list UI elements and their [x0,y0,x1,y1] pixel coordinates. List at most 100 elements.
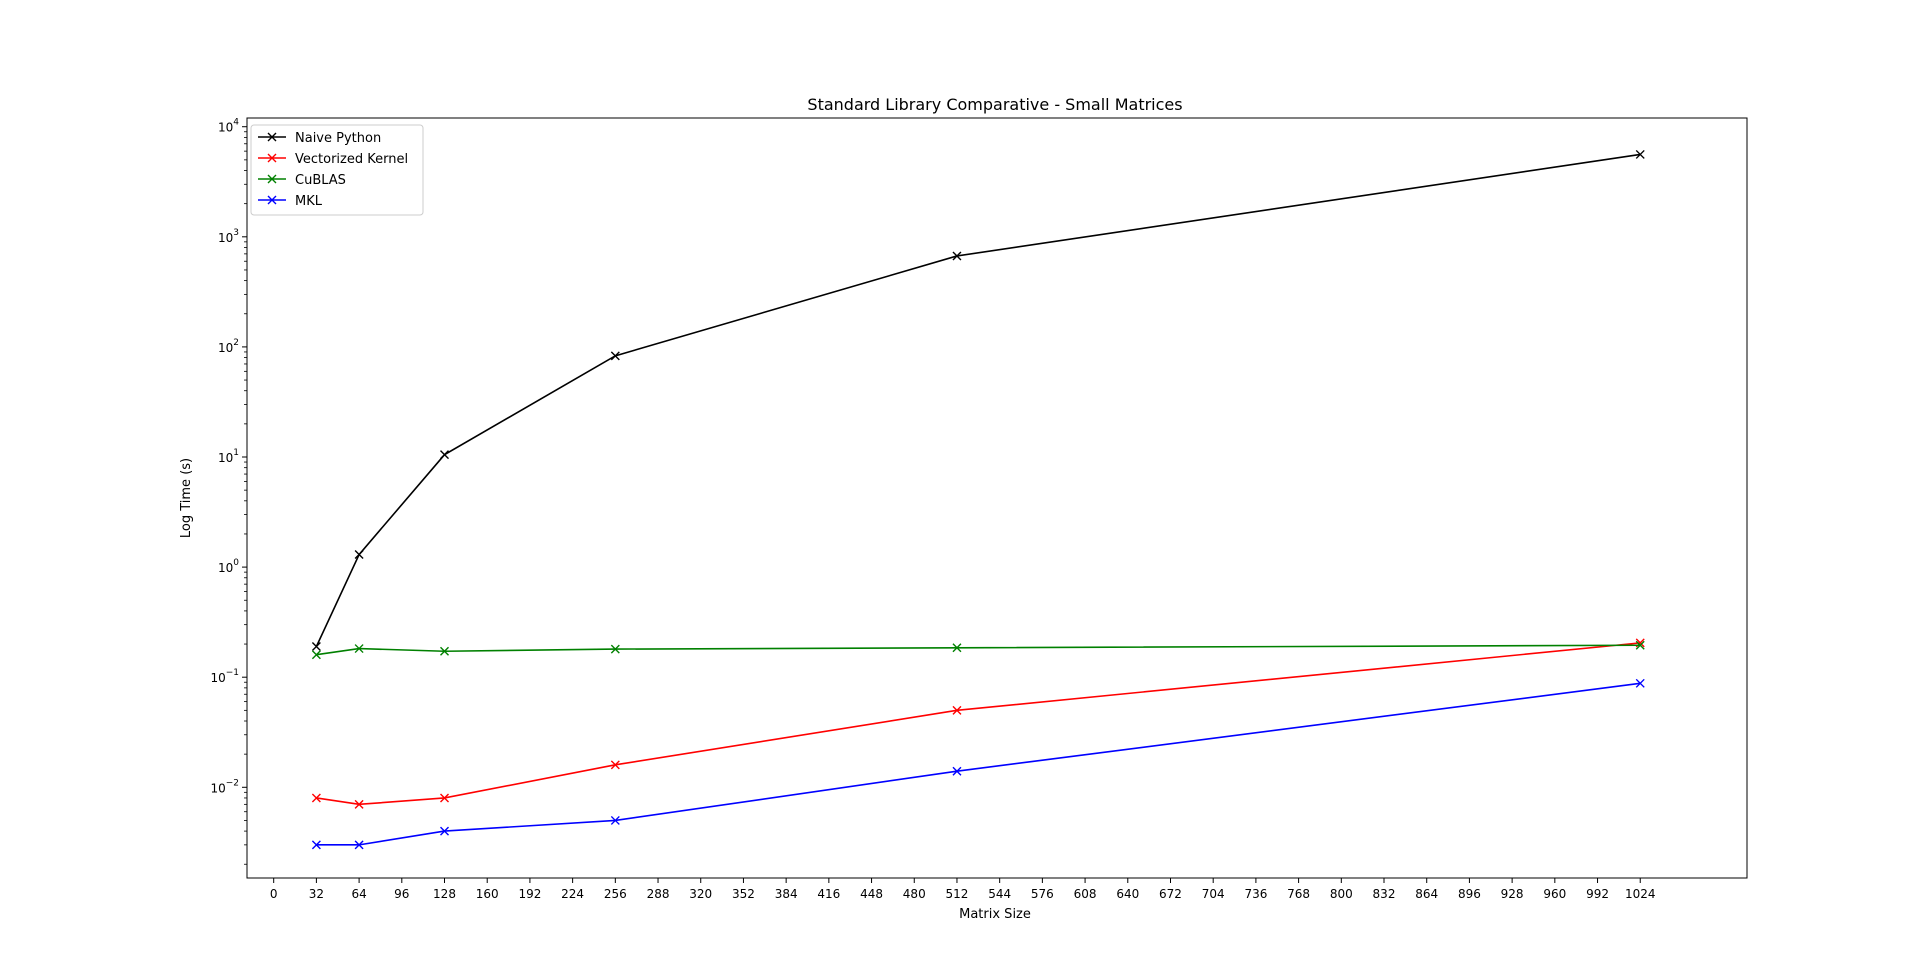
y-tick-base: 10 [218,341,233,355]
data-point-marker [311,840,321,850]
legend-box [250,124,424,216]
y-axis-label: Log Time (s) [179,458,194,538]
y-tick-exponent: 2 [233,338,239,348]
plot-frame [246,117,1748,879]
x-tick-label: 320 [689,887,712,901]
x-tick-label: 448 [860,887,883,901]
legend-label: MKL [295,194,323,209]
data-point-marker [440,793,450,803]
legend-entry: MKL [258,194,323,209]
legend-entry: CuBLAS [258,173,346,188]
series-layer [311,149,1645,850]
y-tick-base: 10 [218,121,233,135]
data-point-marker [952,251,962,261]
x-tick-label: 576 [1031,887,1054,901]
legend-label: Naive Python [295,131,381,146]
data-point-marker [610,351,620,361]
y-tick-label: 102 [218,338,239,355]
x-tick-label: 352 [732,887,755,901]
legend-marker [267,174,277,184]
y-tick-exponent: −2 [226,778,239,788]
y-tick-exponent: 3 [233,228,239,238]
x-tick-label: 192 [518,887,541,901]
legend-entry: Vectorized Kernel [258,152,408,167]
data-point-marker [610,644,620,654]
legend-label: CuBLAS [295,173,346,188]
series-line [316,644,1641,656]
series-3 [311,678,1645,850]
series-2 [311,640,1645,660]
x-tick-label: 864 [1415,887,1438,901]
data-point-marker [610,760,620,770]
y-tick-base: 10 [210,671,225,685]
x-tick-label: 672 [1159,887,1182,901]
data-point-marker [311,642,321,652]
legend-marker [267,132,277,142]
y-tick-base: 10 [210,781,225,795]
x-tick-label: 128 [433,887,456,901]
legend-entry: Naive Python [258,131,381,146]
data-point-marker [610,815,620,825]
data-point-marker [354,799,364,809]
y-tick-label: 10−2 [210,778,239,795]
y-tick-exponent: 1 [233,448,239,458]
x-tick-label: 544 [988,887,1011,901]
y-tick-exponent: 0 [233,558,239,568]
x-axis: 0 32 64 96 128 160 192 224 256 288 320 352 384 416 448… [270,878,1656,901]
x-tick-label: 704 [1202,887,1225,901]
x-tick-label: 832 [1373,887,1396,901]
y-tick-base: 10 [218,561,233,575]
data-point-marker [952,705,962,715]
x-tick-label: 224 [561,887,584,901]
data-point-marker [440,826,450,836]
data-point-marker [1635,640,1645,650]
data-point-marker [440,646,450,656]
data-point-marker [354,840,364,850]
legend-marker [267,195,277,205]
x-tick-label: 480 [903,887,926,901]
data-point-marker [1635,149,1645,159]
x-tick-label: 640 [1116,887,1139,901]
x-tick-label: 512 [946,887,969,901]
legend-label: Vectorized Kernel [295,152,408,167]
y-tick-label: 101 [218,448,239,465]
x-tick-label: 256 [604,887,627,901]
x-tick-label: 992 [1586,887,1609,901]
y-tick-base: 10 [218,231,233,245]
x-tick-label: 960 [1543,887,1566,901]
x-tick-label: 96 [394,887,409,901]
x-tick-label: 0 [270,887,278,901]
data-point-marker [440,450,450,460]
data-point-marker [311,650,321,660]
data-point-marker [311,793,321,803]
x-tick-label: 768 [1287,887,1310,901]
x-tick-label: 416 [817,887,840,901]
y-tick-label: 100 [218,558,239,575]
x-tick-label: 800 [1330,887,1353,901]
x-tick-label: 608 [1074,887,1097,901]
y-tick-exponent: 4 [233,118,239,128]
y-tick-exponent: −1 [226,668,239,678]
series-line [315,153,1641,647]
series-0 [311,149,1645,652]
x-tick-label: 736 [1244,887,1267,901]
y-tick-label: 10−1 [210,668,239,685]
data-point-marker [354,550,364,560]
data-point-marker [354,644,364,654]
y-tick-label: 103 [218,228,239,245]
x-tick-label: 32 [309,887,324,901]
x-tick-label: 288 [647,887,670,901]
series-line [316,682,1641,846]
x-tick-label: 928 [1501,887,1524,901]
y-tick-label: 104 [218,118,239,135]
data-point-marker [952,766,962,776]
series-line [316,642,1641,806]
data-point-marker [1635,678,1645,688]
y-tick-base: 10 [218,451,233,465]
x-tick-label: 160 [476,887,499,901]
chart-title: Standard Library Comparative - Small Mat… [807,95,1182,114]
legend: Naive Python Vectorized Kernel CuBLAS MKL [250,124,424,216]
x-tick-label: 384 [775,887,798,901]
legend-marker [267,153,277,163]
